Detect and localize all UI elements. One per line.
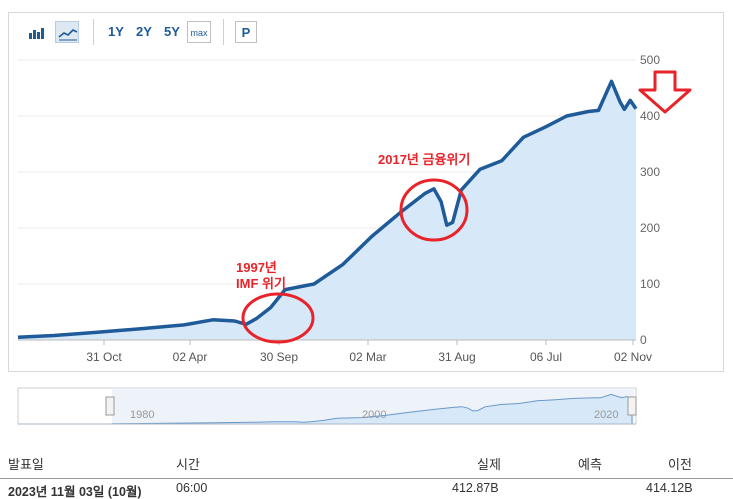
y-axis: 0 100 200 300 400 500: [640, 53, 660, 347]
series-area: [18, 81, 636, 341]
row-actual: 412.87B: [452, 481, 499, 495]
bar-chart-icon[interactable]: [25, 21, 49, 43]
y-tick-label: 100: [640, 277, 660, 291]
annotation-imf: IMF 위기: [236, 276, 286, 291]
navigator[interactable]: 1980 2000 2020: [17, 387, 637, 425]
x-tick-label: 31 Aug: [438, 350, 475, 364]
p-button[interactable]: P: [235, 21, 257, 43]
imf-crisis-circle: [241, 292, 315, 344]
row-previous: 414.12B: [646, 481, 693, 495]
row-time: 06:00: [176, 481, 208, 495]
down-arrow-icon: [638, 70, 692, 114]
navigator-left-handle[interactable]: [105, 396, 115, 416]
range-2y-button[interactable]: 2Y: [136, 24, 152, 39]
x-tick-label: 06 Jul: [530, 350, 562, 364]
financial-crisis-circle: [399, 178, 469, 242]
y-tick-label: 400: [640, 109, 660, 123]
header-actual: 실제: [477, 457, 501, 472]
header-date: 발표일: [8, 457, 44, 472]
row-date: 2023년 11월 03일 (10월): [8, 485, 142, 499]
toolbar-divider: [223, 19, 224, 45]
chart-frame: [8, 50, 724, 372]
table-divider: [0, 478, 733, 479]
chart-canvas: 0 100 200 300 400 500 31 Oct 02 Apr 30 Sep 02 Ma…: [17, 53, 692, 425]
y-tick-label: 300: [640, 165, 660, 179]
chart-toolbar: 1Y 2Y 5Y max P: [8, 12, 724, 50]
line-chart-icon[interactable]: [55, 21, 79, 43]
x-tick-label: 02 Apr: [173, 350, 208, 364]
toolbar-divider: [93, 19, 94, 45]
x-tick-label: 02 Nov: [614, 350, 652, 364]
x-tick-label: 02 Mar: [349, 350, 386, 364]
navigator-label-1980: 1980: [130, 409, 154, 421]
annotation-2017: 2017년 금융위기: [378, 152, 470, 167]
x-tick-label: 31 Oct: [86, 350, 122, 364]
y-tick-label: 500: [640, 53, 660, 67]
y-tick-label: 200: [640, 221, 660, 235]
header-time: 시간: [176, 457, 200, 472]
series-line: [17, 79, 638, 339]
header-forecast: 예측: [578, 457, 602, 472]
x-axis: 31 Oct 02 Apr 30 Sep 02 Mar 31 Aug 06 Jul 02 N…: [18, 339, 652, 364]
range-5y-button[interactable]: 5Y: [164, 24, 180, 39]
navigator-label-2000: 2000: [362, 409, 386, 421]
navigator-label-2020: 2020: [594, 409, 618, 421]
x-tick-label: 30 Sep: [260, 350, 298, 364]
y-tick-label: 0: [640, 333, 647, 347]
range-max-button[interactable]: max: [187, 21, 211, 43]
annotation-1997: 1997년: [236, 260, 277, 275]
navigator-right-handle[interactable]: [627, 396, 637, 416]
header-previous: 이전: [668, 457, 692, 472]
range-1y-button[interactable]: 1Y: [108, 24, 124, 39]
